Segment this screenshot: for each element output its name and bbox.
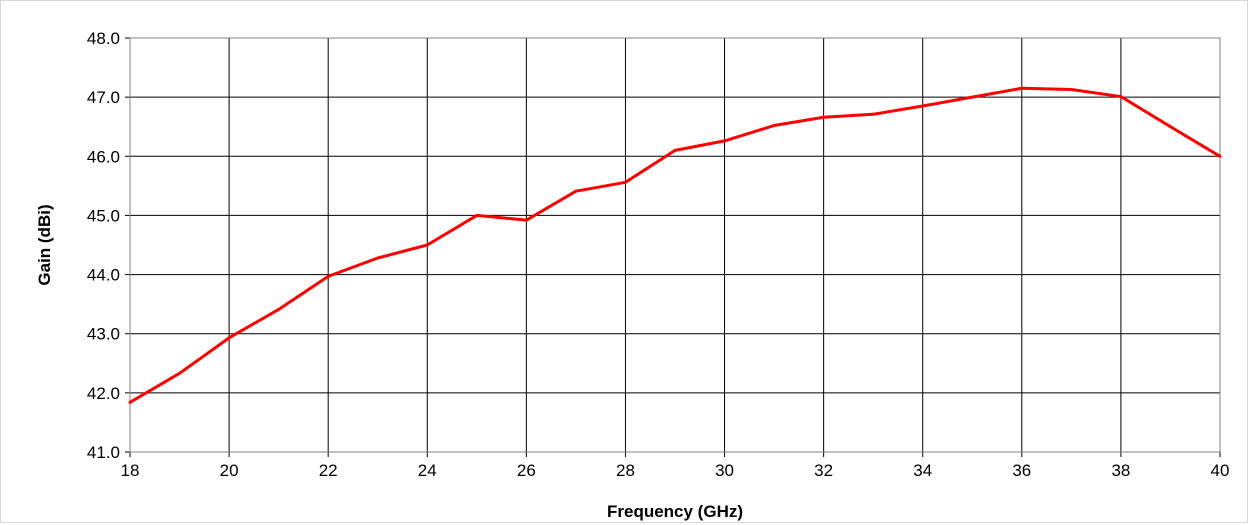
data-point: [772, 124, 776, 128]
x-tick-label: 32: [814, 461, 833, 480]
x-tick-label: 20: [220, 461, 239, 480]
data-point: [376, 256, 380, 260]
data-point: [326, 274, 330, 278]
y-tick-label: 42.0: [87, 384, 120, 403]
data-point: [623, 180, 627, 184]
data-point: [128, 400, 132, 404]
data-point: [871, 112, 875, 116]
data-point: [227, 336, 231, 340]
y-tick-label: 47.0: [87, 88, 120, 107]
y-axis-title: Gain (dBi): [35, 204, 54, 285]
data-point: [1218, 154, 1222, 158]
x-tick-label: 34: [913, 461, 932, 480]
data-point: [1069, 87, 1073, 91]
x-tick-label: 28: [616, 461, 635, 480]
plot-area-border: [129, 37, 1221, 453]
x-tick-label: 38: [1111, 461, 1130, 480]
y-tick-label: 46.0: [87, 147, 120, 166]
x-tick-label: 30: [715, 461, 734, 480]
grid-lines: [125, 37, 1221, 457]
data-point: [425, 243, 429, 247]
y-tick-label: 43.0: [87, 325, 120, 344]
x-tick-label: 40: [1211, 461, 1230, 480]
x-tick-label: 18: [121, 461, 140, 480]
x-tick-label: 26: [517, 461, 536, 480]
data-point: [574, 189, 578, 193]
data-point: [475, 213, 479, 217]
data-point: [673, 148, 677, 152]
gain-series-line: [129, 86, 1221, 404]
y-tick-label: 45.0: [87, 206, 120, 225]
data-point: [1168, 125, 1172, 129]
data-point: [822, 115, 826, 119]
data-point: [1020, 86, 1024, 90]
data-point: [921, 104, 925, 108]
y-tick-label: 48.0: [87, 29, 120, 48]
x-tick-label: 22: [319, 461, 338, 480]
data-point: [970, 95, 974, 99]
data-points: [128, 86, 1222, 404]
x-tick-label: 24: [418, 461, 437, 480]
data-point: [277, 307, 281, 311]
data-point: [1119, 95, 1123, 99]
data-point: [723, 139, 727, 143]
data-point: [524, 218, 528, 222]
x-tick-label: 36: [1012, 461, 1031, 480]
data-point: [178, 371, 182, 375]
y-tick-label: 41.0: [87, 443, 120, 462]
y-tick-label: 44.0: [87, 266, 120, 285]
tick-labels: 18 20 22 24 26 28 30 32 34 36 38 40 41.0 42.0 43.0 44.0…: [87, 29, 1230, 480]
x-axis-title: Frequency (GHz): [607, 502, 743, 521]
series-lines: [129, 86, 1221, 404]
